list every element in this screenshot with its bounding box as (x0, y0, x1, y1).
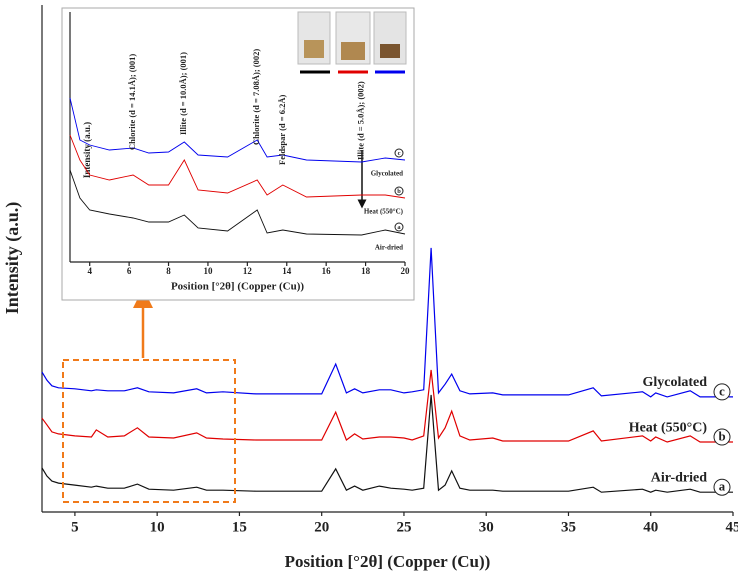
sample-photos (297, 11, 407, 74)
x-tick-label: 40 (643, 519, 658, 535)
series-tag-circle (713, 383, 731, 401)
series-tag: b (397, 188, 401, 195)
x-tick-label: 10 (203, 266, 213, 276)
series-label: Heat (550°C) (629, 420, 708, 435)
series-label: Glycolated (642, 375, 707, 390)
x-tick-label: 20 (314, 519, 329, 535)
series-line (69, 134, 406, 199)
series-tag-circle (713, 478, 731, 496)
peak-annotation: Chlorite (d = 14.1Å); (001) (127, 54, 137, 150)
series-label: Glycolated (371, 170, 403, 178)
series-line (69, 97, 406, 163)
series-tag-circle (713, 428, 731, 446)
series-line (41, 369, 733, 443)
series-tag-circle (394, 148, 404, 158)
series-label: Heat (550°C) (364, 208, 404, 216)
series-tag: c (719, 384, 725, 398)
x-tick-label: 35 (561, 519, 576, 535)
x-tick-label: 18 (361, 266, 371, 276)
y-axis-label: Intensity (a.u.) (2, 202, 23, 315)
x-axis-label: Position [°2θ] (Copper (Cu)) (285, 552, 491, 571)
series-label: Air-dried (651, 470, 707, 485)
x-tick-label: 10 (150, 519, 165, 535)
peak-annotation: Illite (d = 10.0Å); (001) (178, 52, 188, 135)
peak-annotation: Chlorite (d = 7.08Å); (002) (251, 49, 261, 145)
x-tick-label: 4 (87, 266, 92, 276)
series-tag-circle (394, 186, 404, 196)
x-tick-label: 45 (726, 519, 738, 535)
series-line (69, 169, 406, 236)
peak-annotation: Feldspar (d = 6.2Å) (277, 95, 287, 165)
x-tick-label: 25 (396, 519, 411, 535)
y-axis-label: Intensity (a.u.) (82, 122, 92, 178)
x-tick-label: 16 (322, 266, 332, 276)
x-tick-label: 12 (243, 266, 253, 276)
series-line (41, 247, 733, 398)
x-tick-label: 14 (282, 266, 292, 276)
series-label: Air-dried (375, 244, 403, 252)
series-tag: a (397, 224, 401, 231)
inset-plot: 4 6 8 10 12 14 16 18 20 Position [°2θ] (Copper (C… (69, 12, 411, 293)
series-line (41, 394, 733, 493)
x-tick-label: 20 (401, 266, 411, 276)
peak-annotation: Illite (d = 5.0Å); (002) (356, 81, 366, 160)
main-plot: 5 10 15 20 25 30 35 40 45 Position [°2θ] (Copper … (2, 5, 738, 571)
x-tick-label: 8 (166, 266, 171, 276)
x-tick-label: 6 (127, 266, 132, 276)
x-tick-label: 30 (479, 519, 494, 535)
zoom-box (62, 359, 236, 503)
x-tick-label: 15 (232, 519, 247, 535)
series-tag: a (719, 480, 726, 494)
series-tag: c (398, 150, 401, 157)
series-tag: b (718, 429, 725, 443)
series-tag-circle (394, 222, 404, 232)
x-axis-label: Position [°2θ] (Copper (Cu)) (171, 281, 304, 293)
x-tick-label: 5 (71, 519, 79, 535)
